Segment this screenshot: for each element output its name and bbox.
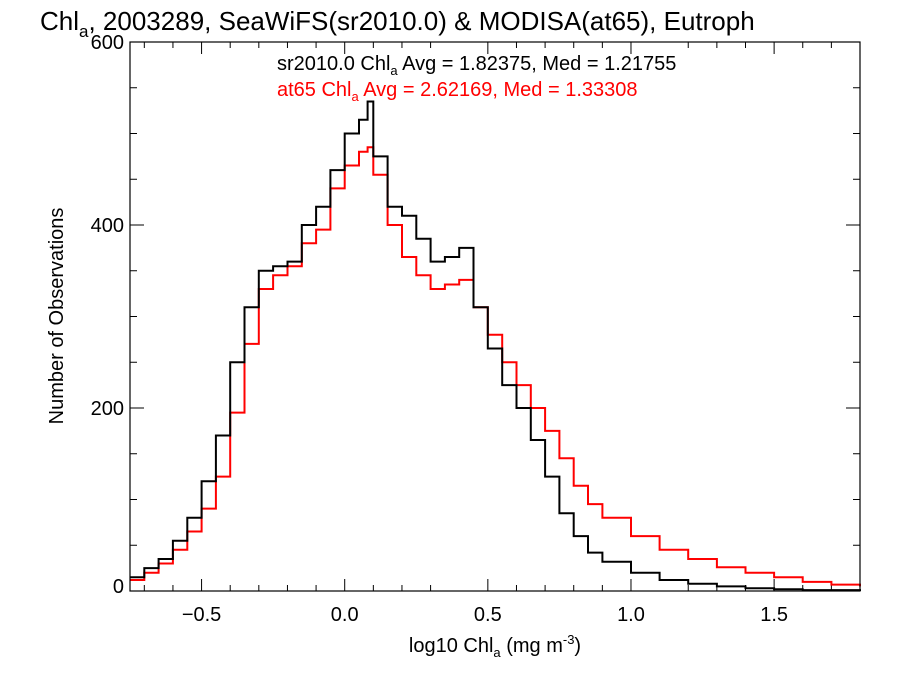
x-tick-label: 1.5 (760, 604, 788, 626)
y-tick-label: 600 (91, 32, 124, 54)
x-tick-label: 0.0 (331, 604, 359, 626)
y-tick-label: 200 (91, 398, 124, 420)
chart-title: Chla, 2003289, SeaWiFS(sr2010.0) & MODIS… (40, 6, 755, 41)
axis-tick-labels: −0.5 0.0 0.5 1.0 1.5 0 200 400 600 (91, 32, 788, 626)
histogram-series-1 (130, 100, 861, 592)
series-layer (130, 100, 861, 592)
x-tick-label: 0.5 (474, 604, 502, 626)
y-tick-label: 0 (113, 576, 124, 598)
x-axis-label: log10 Chla (mg m-3) (409, 632, 581, 660)
axis-ticks (130, 41, 860, 592)
chart-title-base: Chl (40, 6, 79, 36)
histogram-series-2 (130, 146, 861, 587)
chart-title-rest: , 2003289, SeaWiFS(sr2010.0) & MODISA(at… (88, 6, 754, 36)
plot-frame (129, 41, 861, 592)
chart-title-subscript: a (79, 22, 89, 41)
x-tick-label: 1.0 (617, 604, 645, 626)
legend-entry-2: at65 Chla Avg = 2.62169, Med = 1.33308 (277, 79, 637, 104)
y-axis-label: Number of Observations (46, 208, 68, 425)
legend-entry-1: sr2010.0 Chla Avg = 1.82375, Med = 1.217… (277, 53, 676, 78)
x-tick-label: −0.5 (182, 604, 221, 626)
y-tick-label: 400 (91, 215, 124, 237)
